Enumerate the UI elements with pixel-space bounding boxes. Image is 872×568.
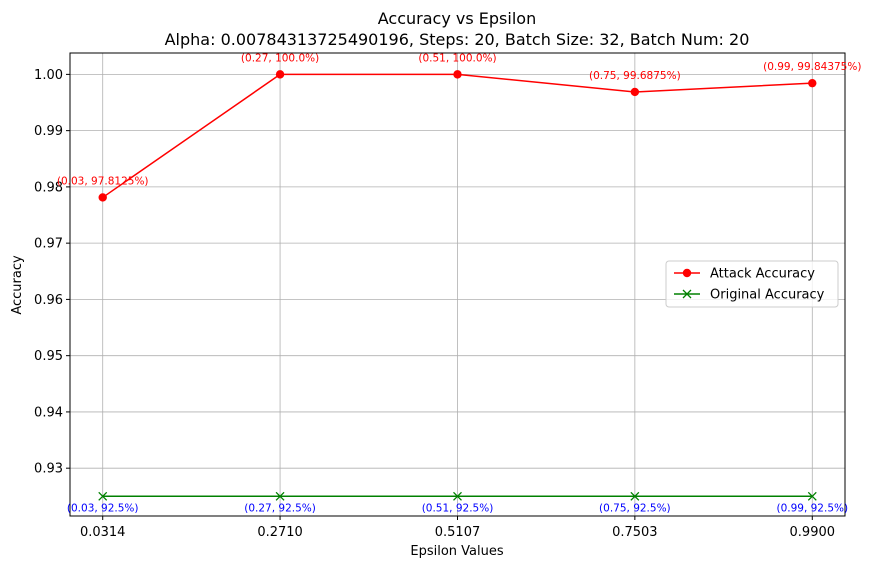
- data-point: [275, 70, 285, 79]
- y-tick-label: 0.93: [34, 462, 63, 477]
- data-label: (0.99, 99.84375%): [763, 61, 861, 73]
- y-tick-label: 0.99: [34, 124, 63, 139]
- y-tick-label: 0.94: [34, 405, 63, 420]
- x-tick-label: 0.9900: [790, 525, 836, 540]
- data-point: [98, 193, 107, 202]
- chart-subtitle: Alpha: 0.00784313725490196, Steps: 20, B…: [165, 30, 750, 49]
- legend-marker: [682, 289, 692, 299]
- x-axis: 0.0314 0.2710 0.5107 0.7503 0.9900: [80, 516, 835, 540]
- data-label: (0.03, 92.5%): [67, 502, 139, 514]
- data-label: (0.27, 92.5%): [244, 502, 316, 514]
- data-label: (0.03, 97.8125%): [57, 175, 149, 187]
- x-tick-label: 0.7503: [612, 525, 658, 540]
- legend: Attack Accuracy Original Accuracy: [665, 260, 839, 308]
- x-tick-label: 0.2710: [257, 525, 303, 540]
- data-label: (0.75, 99.6875%): [589, 70, 681, 82]
- series: (0.03, 97.8125%) (0.27, 100.0%) (0.51, 100…: [57, 52, 862, 514]
- legend-label: Attack Accuracy: [710, 267, 815, 282]
- y-tick-label: 0.97: [34, 237, 63, 252]
- y-tick-label: 0.96: [34, 293, 63, 308]
- legend-marker: [682, 268, 692, 278]
- data-label: (0.75, 92.5%): [599, 502, 671, 514]
- legend-box: [665, 260, 839, 308]
- y-tick-label: 1.00: [34, 68, 63, 83]
- data-point: [630, 491, 640, 501]
- legend-label: Original Accuracy: [710, 288, 825, 303]
- data-point: [275, 491, 285, 501]
- data-point: [807, 491, 817, 501]
- data-label: (0.51, 100.0%): [418, 52, 496, 64]
- data-label: (0.27, 100.0%): [241, 52, 319, 64]
- data-label: (0.99, 92.5%): [776, 502, 848, 514]
- data-point: [630, 87, 640, 97]
- data-label: (0.51, 92.5%): [422, 502, 494, 514]
- data-point: [453, 491, 462, 501]
- y-tick-label: 0.98: [34, 180, 63, 195]
- data-point: [808, 78, 817, 88]
- x-axis-label: Epsilon Values: [410, 544, 503, 559]
- x-tick-label: 0.5107: [435, 525, 481, 540]
- data-point: [453, 70, 462, 79]
- data-point: [98, 491, 108, 501]
- y-tick-label: 0.95: [34, 349, 63, 364]
- y-axis: 0.93 0.94 0.95 0.96 0.97 0.98 0.99 1.00: [34, 68, 70, 477]
- x-tick-label: 0.0314: [80, 525, 126, 540]
- y-axis-label: Accuracy: [10, 255, 25, 315]
- chart-title: Accuracy vs Epsilon: [378, 9, 536, 28]
